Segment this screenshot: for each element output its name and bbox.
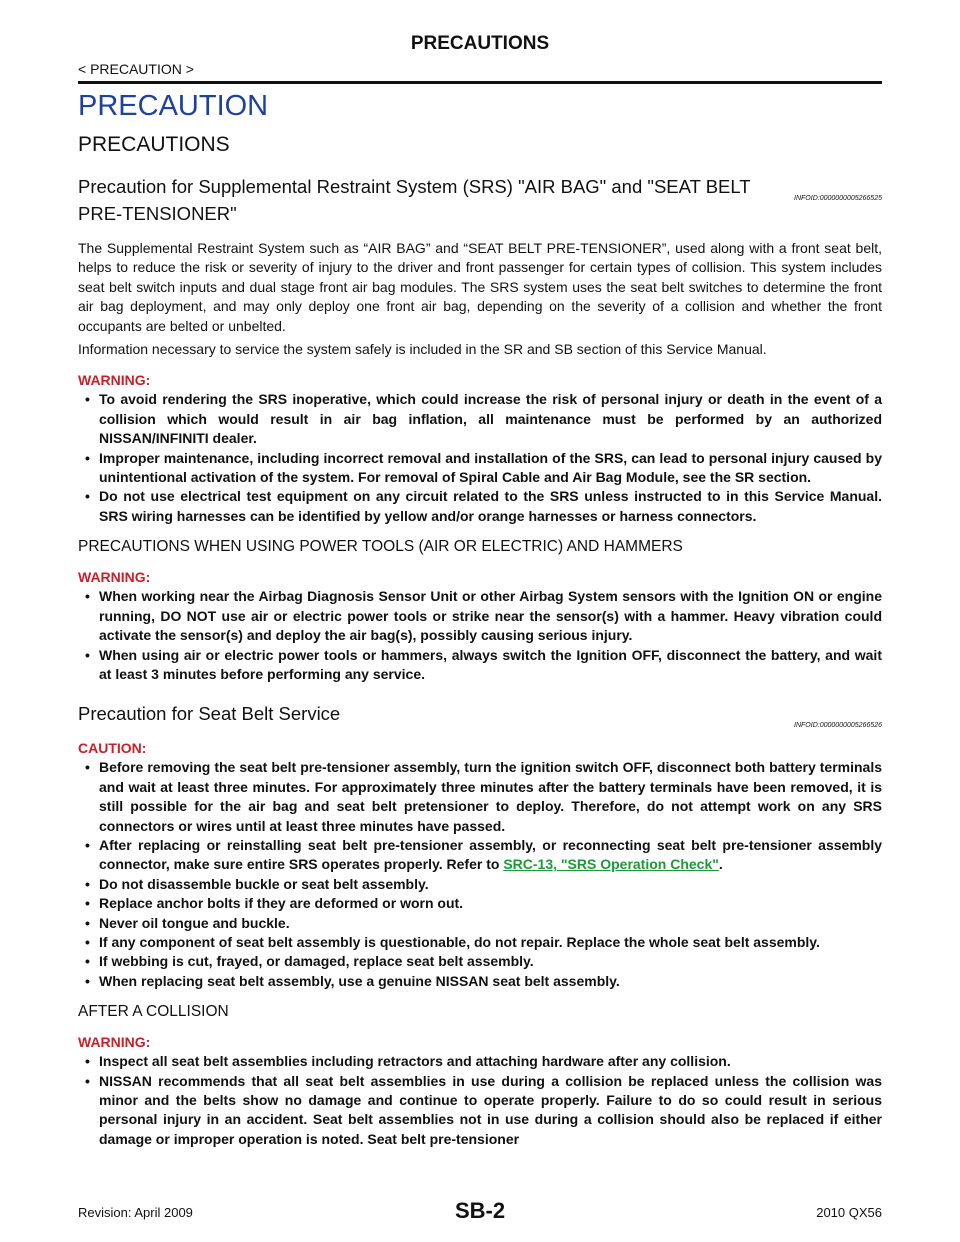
notice-item: When replacing seat belt assembly, use a… — [78, 972, 882, 991]
chapter-title: PRECAUTION — [78, 90, 269, 122]
item-text: NISSAN recommends that all seat belt ass… — [99, 1072, 882, 1147]
topics: INFOID:0000000005266525 Precaution for Su… — [78, 173, 882, 1149]
paragraph: The Supplemental Restraint System such a… — [78, 240, 882, 334]
notice-item: Do not disassemble buckle or seat belt a… — [78, 875, 882, 894]
notice-label: CAUTION: — [78, 740, 147, 757]
notice-list: Before removing the seat belt pre-tensio… — [78, 758, 882, 991]
info-id: INFOID:0000000005266525 — [794, 195, 882, 202]
notice-list: Inspect all seat belt assemblies includi… — [78, 1052, 882, 1149]
notice-item: After replacing or reinstalling seat bel… — [78, 836, 882, 875]
item-text: When working near the Airbag Diagnosis S… — [99, 588, 882, 644]
page-title: PRECAUTIONS — [410, 33, 550, 54]
item-text: . — [718, 856, 723, 873]
notice-item: If any component of seat belt assembly i… — [78, 933, 882, 952]
paragraph: Information necessary to service the sys… — [78, 341, 767, 358]
notice-item: Improper maintenance, including incorrec… — [78, 449, 882, 488]
revision: Revision: April 2009 — [78, 1205, 193, 1220]
item-text: When replacing seat belt assembly, use a… — [99, 972, 620, 989]
content: PRECAUTIONS < PRECAUTION > PRECAUTION PR… — [78, 0, 882, 1149]
notice-item: When using air or electric power tools o… — [78, 646, 882, 685]
section-title: PRECAUTIONS — [78, 133, 230, 156]
topic-heading: INFOID:0000000005266525 Precaution for Su… — [78, 173, 882, 227]
notice-item: Before removing the seat belt pre-tensio… — [78, 758, 882, 836]
notice-item: If webbing is cut, frayed, or damaged, r… — [78, 952, 882, 971]
item-text: Improper maintenance, including incorrec… — [99, 449, 882, 486]
heading-text: Precaution for Seat Belt Service — [78, 703, 341, 725]
topic-heading: INFOID:0000000005266526 Precaution for Se… — [78, 700, 882, 729]
item-text: Never oil tongue and buckle. — [99, 914, 290, 931]
item-text: After replacing or reinstalling seat bel… — [99, 836, 882, 873]
item-text: When using air or electric power tools o… — [99, 646, 882, 682]
notice-item: When working near the Airbag Diagnosis S… — [78, 587, 882, 645]
breadcrumb: < PRECAUTION > — [78, 61, 882, 84]
notice-label: WARNING: — [78, 372, 151, 389]
notice-item: NISSAN recommends that all seat belt ass… — [78, 1072, 882, 1150]
notice-list: To avoid rendering the SRS inoperative, … — [78, 390, 882, 526]
item-text: If any component of seat belt assembly i… — [99, 933, 820, 950]
notice-item: Inspect all seat belt assemblies includi… — [78, 1052, 882, 1071]
item-text: Replace anchor bolts if they are deforme… — [99, 895, 464, 912]
notice-label: WARNING: — [78, 569, 151, 586]
item-text: Inspect all seat belt assemblies includi… — [99, 1053, 731, 1070]
subheading: AFTER A COLLISION — [78, 1003, 229, 1021]
notice-item: Do not use electrical test equipment on … — [78, 487, 882, 526]
item-text: To avoid rendering the SRS inoperative, … — [99, 391, 882, 447]
reference-link[interactable]: SRC-13, "SRS Operation Check" — [503, 856, 719, 873]
heading-text: Precaution for Supplemental Restraint Sy… — [78, 176, 751, 224]
notice-label: WARNING: — [78, 1034, 151, 1051]
model: 2010 QX56 — [816, 1205, 882, 1220]
item-text: If webbing is cut, frayed, or damaged, r… — [99, 953, 534, 970]
item-text: Before removing the seat belt pre-tensio… — [99, 759, 882, 834]
subheading: PRECAUTIONS WHEN USING POWER TOOLS (AIR … — [78, 538, 683, 556]
notice-list: When working near the Airbag Diagnosis S… — [78, 587, 882, 684]
item-text: Do not disassemble buckle or seat belt a… — [99, 875, 429, 892]
notice-item: Never oil tongue and buckle. — [78, 914, 882, 933]
notice-item: Replace anchor bolts if they are deforme… — [78, 894, 882, 913]
notice-item: To avoid rendering the SRS inoperative, … — [78, 390, 882, 448]
page-number: SB-2 — [454, 1198, 506, 1223]
item-text: Do not use electrical test equipment on … — [99, 488, 882, 524]
info-id: INFOID:0000000005266526 — [794, 722, 882, 730]
